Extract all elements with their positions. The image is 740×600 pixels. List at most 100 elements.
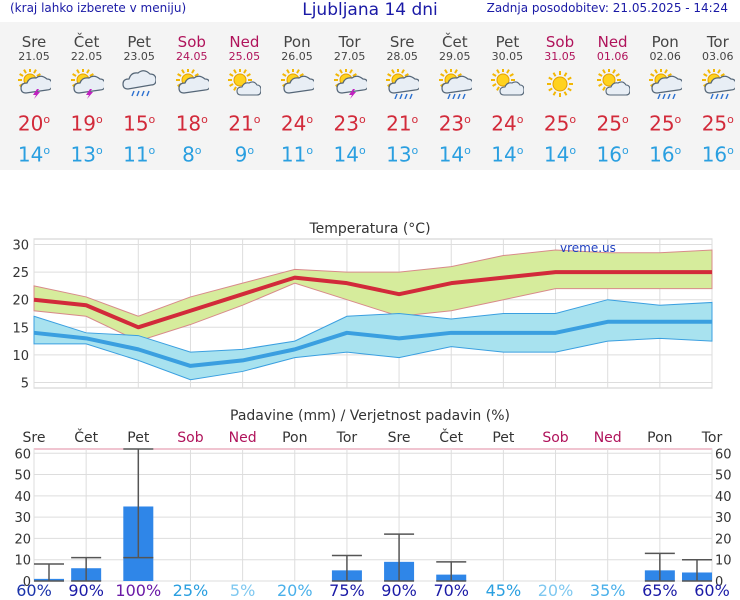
- precip-y-tick-right: 50: [715, 469, 732, 484]
- sun-small-cloud-icon: [480, 68, 534, 103]
- day-column: Čet 22.05 19o 13o: [60, 22, 114, 165]
- day-column: Tor 03.06 25o 16o: [691, 22, 740, 165]
- sun-cloud-rain-icon: [691, 68, 740, 103]
- precip-probability: 20%: [277, 581, 313, 600]
- precip-y-tick-left: 50: [14, 469, 31, 484]
- precip-y-tick-left: 20: [14, 532, 31, 547]
- temp-max: 21o: [386, 111, 419, 136]
- day-date: 23.05: [123, 50, 155, 63]
- day-name: Ned: [229, 33, 260, 51]
- temp-max: 19o: [70, 111, 103, 136]
- region-hint: (kraj lahko izberete v meniju): [10, 1, 187, 15]
- precip-probability: 100%: [115, 581, 161, 600]
- sun-cloud-storm-icon: [60, 68, 114, 103]
- temp-max: 24o: [491, 111, 524, 136]
- precip-y-tick-right: 0: [715, 575, 723, 590]
- forecast-charts: Temperatura (°C) 5 10 15 20 25 30 vreme.us Padav…: [12, 221, 732, 600]
- temp-min: 14o: [543, 142, 577, 167]
- precip-y-tick-left: 60: [14, 447, 31, 462]
- sun-icon: [533, 69, 587, 103]
- sun-cloud-icon: [270, 68, 324, 103]
- precip-x-label: Čet: [439, 428, 463, 446]
- temp-max: 24o: [280, 111, 314, 136]
- day-column: Pon 02.06 25o 16o: [638, 22, 692, 165]
- precip-y-tick-left: 30: [14, 511, 31, 526]
- day-name: Sre: [21, 33, 47, 51]
- precip-x-label: Sre: [388, 430, 411, 446]
- temp-max: 21o: [228, 111, 261, 136]
- temp-max: 25o: [701, 111, 734, 136]
- precip-x-label: Tor: [701, 430, 723, 446]
- day-date: 03.06: [702, 50, 734, 63]
- precip-probability: 75%: [329, 581, 365, 600]
- precip-y-tick-left: 10: [14, 554, 31, 569]
- precip-probability: 25%: [173, 581, 209, 600]
- temp-min: 8o: [182, 142, 202, 167]
- precip-x-label: Sob: [177, 430, 203, 446]
- precip-probability: 90%: [381, 581, 417, 600]
- min-temp-line: [33, 319, 712, 368]
- precip-y-tick-right: 40: [715, 490, 732, 505]
- day-date: 28.05: [386, 50, 418, 63]
- sun-cloud-rain-icon: [428, 68, 482, 103]
- temp-y-tick: 5: [21, 376, 29, 391]
- last-update: Zadnja posodobitev: 21.05.2025 - 14:24: [486, 1, 728, 15]
- day-date: 31.05: [544, 50, 576, 63]
- precip-y-tick-left: 0: [23, 575, 31, 590]
- sun-shape: [547, 71, 573, 97]
- temp-max: 23o: [333, 111, 366, 136]
- precip-probability: 70%: [433, 581, 469, 600]
- day-column: Sob 24.05 18o 8o: [165, 22, 219, 165]
- temp-min: 13o: [386, 142, 419, 167]
- page-title: Ljubljana 14 dni: [302, 0, 438, 20]
- day-name: Pon: [651, 33, 679, 51]
- day-name: Sre: [389, 33, 415, 51]
- min-temp-band: [33, 299, 713, 381]
- day-column: Pon 26.05 24o 11o: [270, 22, 324, 165]
- day-date: 30.05: [491, 50, 524, 63]
- temp-y-tick: 25: [12, 266, 29, 281]
- precip-x-label: Ned: [594, 430, 622, 446]
- day-name: Pet: [127, 33, 151, 51]
- precip-y-tick-right: 10: [715, 554, 732, 569]
- temp-max: 23o: [438, 111, 471, 136]
- temp-min: 16o: [649, 142, 682, 167]
- temp-min: 14o: [491, 142, 524, 167]
- precip-y-tick-right: 60: [715, 447, 732, 462]
- temp-max: 18o: [175, 111, 208, 136]
- precip-y-tick-right: 20: [715, 532, 732, 547]
- temp-max: 25o: [596, 111, 629, 136]
- day-name: Pon: [283, 33, 311, 51]
- temp-y-tick: 15: [12, 321, 29, 336]
- day-column: Čet 29.05 23o 14o: [428, 22, 482, 165]
- temp-min: 9o: [234, 142, 255, 167]
- sun-shape: [596, 68, 621, 92]
- temp-y-tick: 20: [12, 294, 29, 309]
- temp-max: 25o: [543, 111, 577, 136]
- day-name: Sob: [177, 33, 206, 51]
- day-column: Sre 21.05 20o 14o: [7, 22, 61, 165]
- temp-min: 16o: [596, 142, 629, 167]
- temp-min: 13o: [70, 142, 103, 167]
- day-name: Čet: [73, 33, 100, 51]
- precip-x-label: Čet: [74, 428, 98, 446]
- precip-x-label: Pet: [127, 430, 150, 446]
- sun-cloud-icon: [165, 68, 219, 103]
- sun-cloud-rain-icon: [375, 68, 429, 103]
- precip-y-tick-right: 30: [715, 511, 732, 526]
- precip-x-label: Pet: [492, 430, 515, 446]
- temp-max: 25o: [649, 111, 682, 136]
- precip-x-label: Pon: [282, 430, 307, 446]
- day-date: 27.05: [333, 50, 366, 63]
- day-date: 01.06: [596, 50, 629, 63]
- daily-forecast-panel: Sre 21.05 20o 14o Čet 22.05 19o 13o Pet 23.05 15o 1…: [0, 22, 740, 170]
- temp-min: 14o: [438, 142, 471, 167]
- day-name: Sob: [545, 33, 575, 51]
- day-name: Ned: [597, 33, 628, 51]
- precip-probability: 5%: [230, 581, 255, 600]
- day-column: Ned 01.06 25o 16o: [586, 22, 640, 165]
- day-date: 26.05: [281, 50, 313, 63]
- precip-x-label: Tor: [336, 430, 358, 446]
- temp-min: 11o: [123, 142, 156, 167]
- sun-cloud-rain-icon: [638, 68, 692, 103]
